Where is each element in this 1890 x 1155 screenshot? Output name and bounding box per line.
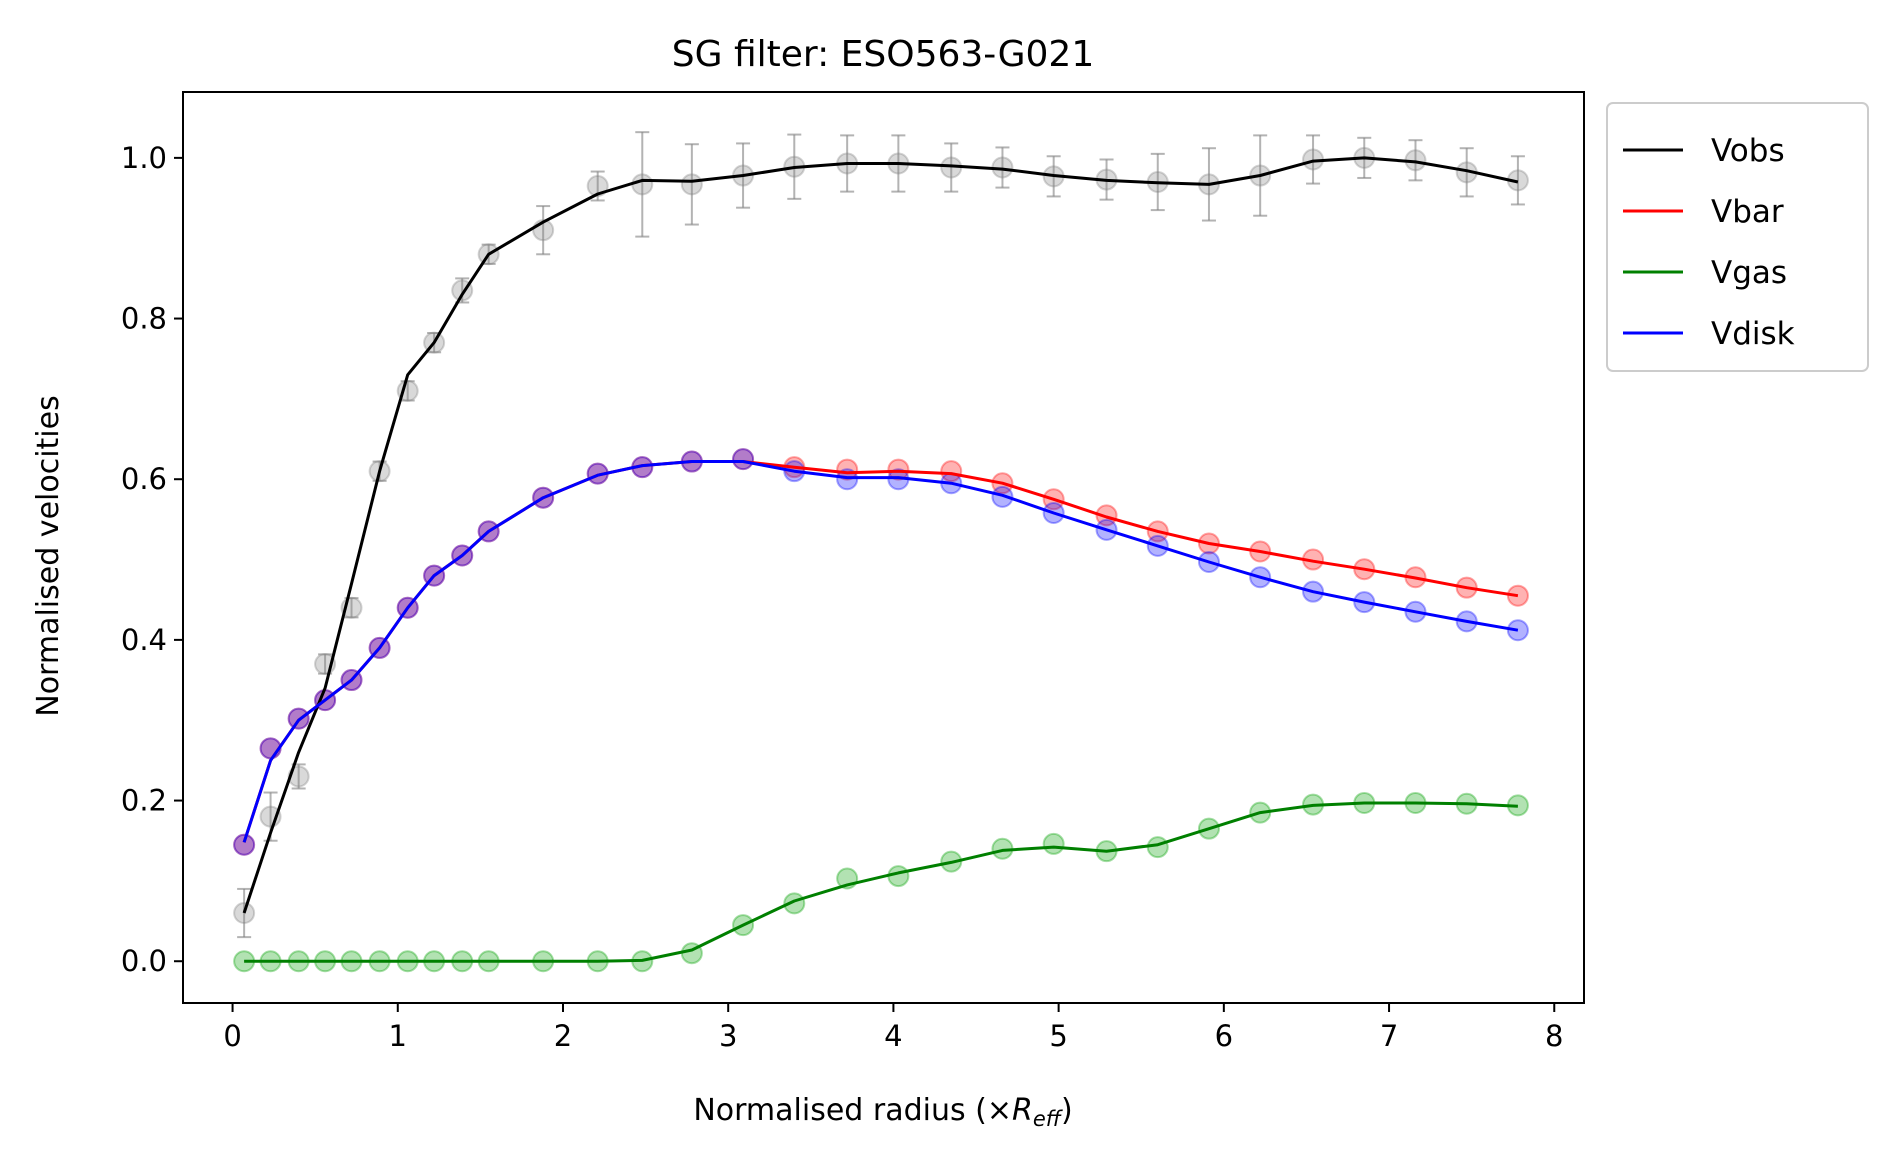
data-point-vgas [1042,832,1065,855]
x-tick-label: 3 [719,1019,737,1053]
y-axis-label: Normalised velocities [31,395,66,716]
y-tick-label: 0.6 [121,462,167,496]
x-axis-label-suffix: ) [1061,1093,1073,1128]
data-point-vbar [1506,584,1529,607]
data-point-vobs [233,902,256,925]
series-line-vobs [242,156,1519,914]
x-axis-label-symbol: R [1012,1093,1033,1128]
data-point-vdisk [1506,619,1529,642]
data-point-vobs [631,173,654,196]
y-tick-label: 0.2 [121,784,167,818]
x-tick-label: 7 [1380,1019,1398,1053]
data-point-vbar [836,458,859,481]
x-tick-label: 6 [1215,1019,1233,1053]
data-point-vdisk [836,468,859,491]
data-point-vgas [1146,836,1169,859]
chart-title: SG filter: ESO563-G021 [672,34,1094,75]
data-point-vbar [233,833,256,856]
data-point-vbar [1095,504,1118,527]
data-point-vdisk [233,833,256,856]
y-tick-label: 0.0 [121,944,167,978]
data-point-vbar [940,460,963,483]
x-axis-label-subscript: eff [1033,1107,1064,1131]
x-tick-label: 1 [389,1019,407,1053]
legend: Vobs Vbar Vgas Vdisk [1606,102,1869,372]
x-tick-label: 2 [554,1019,572,1053]
legend-label-vgas: Vgas [1711,255,1787,291]
axes: 0 1 2 3 4 5 6 7 8 0.0 0.2 0.4 0.6 0.8 1.0 [121,91,1585,1053]
x-tick-label: 0 [223,1019,241,1053]
series-line-vgas [244,801,1518,963]
data-point-vbar [887,458,910,481]
legend-label-vobs: Vobs [1711,133,1785,169]
x-tick-label: 5 [1049,1019,1067,1053]
data-point-vdisk [991,485,1014,508]
x-tick-label: 8 [1545,1019,1563,1053]
legend-label-vdisk: Vdisk [1711,316,1795,352]
y-tick-label: 0.4 [121,623,167,657]
plot-frame [182,91,1585,1004]
x-axis-label-prefix: Normalised radius (× [693,1093,1012,1128]
data-point-vdisk [732,448,755,471]
y-tick-label: 0.8 [121,302,167,336]
x-tick-label: 4 [884,1019,902,1053]
plot-area [233,131,1529,973]
data-point-vbar [732,448,755,471]
data-point-vobs [680,173,703,196]
y-tick-label: 1.0 [121,141,167,175]
legend-box [1606,102,1869,372]
series-line-vdisk [242,460,1519,843]
series-vgas-markers [233,791,1529,973]
legend-label-vbar: Vbar [1711,194,1784,230]
x-axis-label: Normalised radius (×Reff) [693,1093,1072,1131]
